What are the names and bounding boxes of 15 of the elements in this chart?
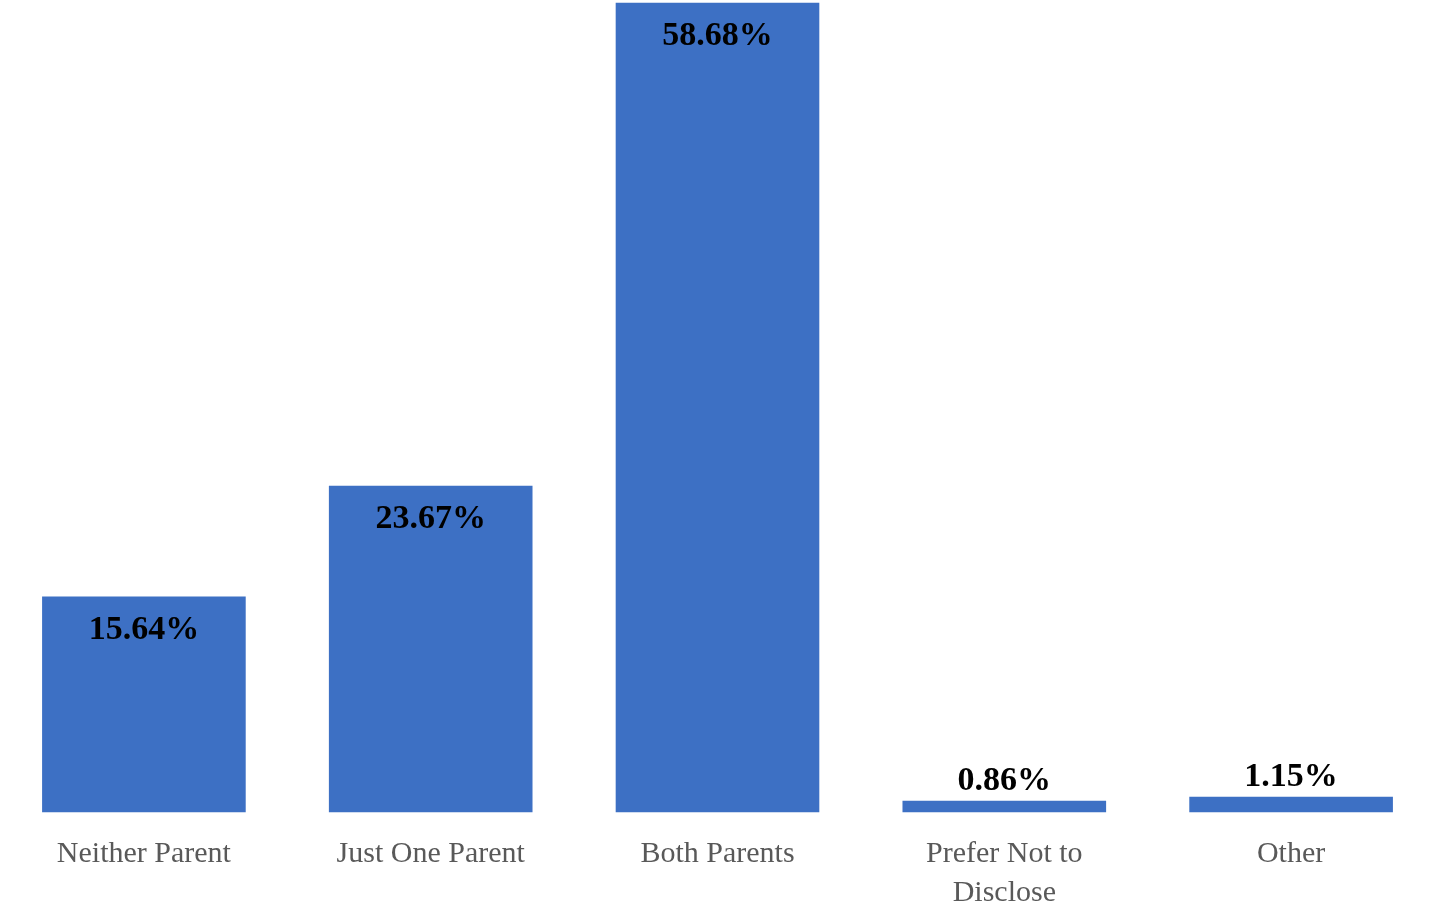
x-tick-label: Other bbox=[1256, 834, 1326, 868]
data-label: 23.67% bbox=[375, 497, 486, 535]
bar bbox=[328, 485, 533, 813]
bar bbox=[615, 2, 820, 813]
bar bbox=[42, 596, 246, 813]
bar bbox=[1189, 796, 1393, 813]
bar bbox=[902, 800, 1107, 813]
data-label: 0.86% bbox=[957, 759, 1052, 797]
x-tick-label: Neither Parent bbox=[56, 834, 232, 868]
x-tick-label: Just One Parent bbox=[336, 834, 526, 868]
x-tick-label: Both Parents bbox=[640, 834, 795, 868]
data-label: 1.15% bbox=[1244, 755, 1338, 793]
data-label: 58.68% bbox=[662, 14, 773, 52]
x-tick-label: Prefer Not to Disclose bbox=[925, 834, 1083, 908]
data-label: 15.64% bbox=[88, 608, 200, 646]
